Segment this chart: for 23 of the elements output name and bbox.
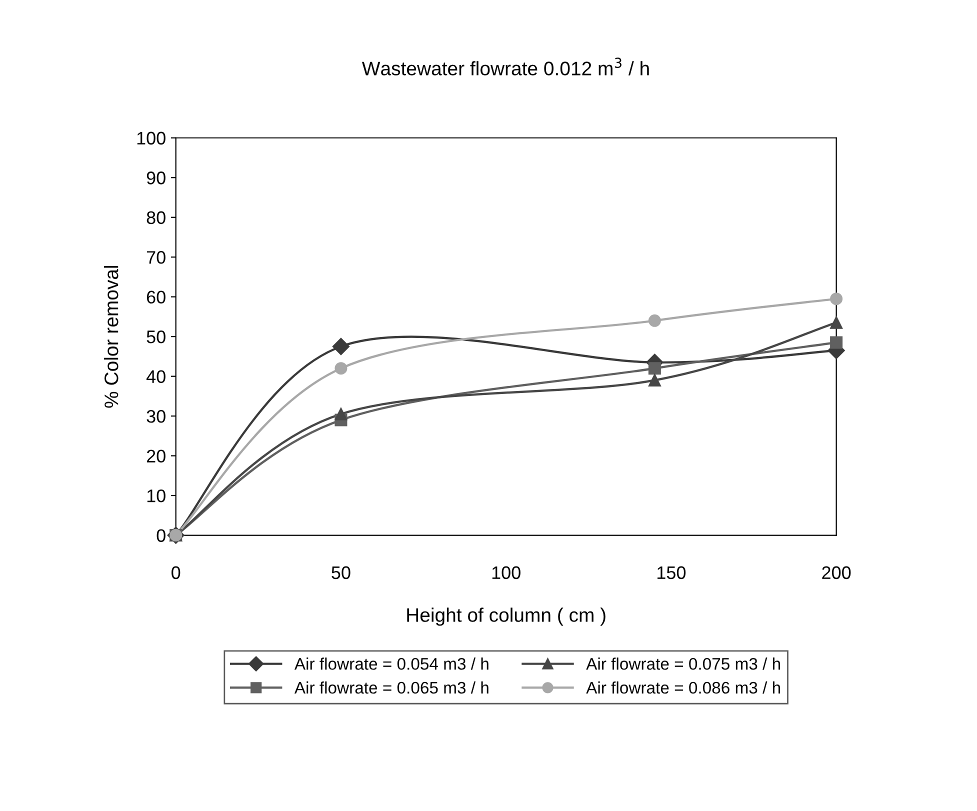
y-tick-label: 0 xyxy=(156,529,166,542)
y-tick-label: 10 xyxy=(147,489,166,502)
legend-label: Air flowrate = 0.086 m3 / h xyxy=(586,681,780,694)
x-axis-title: Height of column ( cm ) xyxy=(407,608,606,626)
y-tick-label: 70 xyxy=(146,251,166,264)
legend-label: Air flowrate = 0.075 m3 / h xyxy=(586,658,780,670)
legend-label: Air flowrate = 0.054 m3 / h xyxy=(294,658,488,670)
y-axis-title: % Color removal xyxy=(104,266,118,408)
y-tick-label: 40 xyxy=(146,370,166,384)
y-tick-label: 50 xyxy=(146,330,166,344)
x-tick-label: 100 xyxy=(492,566,520,580)
legend-label: Air flowrate = 0.065 m3 / h xyxy=(294,681,488,694)
x-tick-label: 0 xyxy=(172,566,180,580)
x-tick-label: 150 xyxy=(658,566,686,580)
x-tick-label: 50 xyxy=(332,566,350,580)
y-tick-label: 90 xyxy=(146,172,166,184)
chart-title: Wastewater flowrate 0.012 m$^{3}$ / h xyxy=(362,58,649,76)
y-tick-label: 30 xyxy=(146,410,166,423)
x-tick-label: 200 xyxy=(822,566,851,580)
y-tick-label: 60 xyxy=(146,290,166,304)
y-tick-label: 20 xyxy=(146,450,166,462)
y-tick-label: 100 xyxy=(137,132,166,145)
y-tick-label: 80 xyxy=(146,211,166,224)
